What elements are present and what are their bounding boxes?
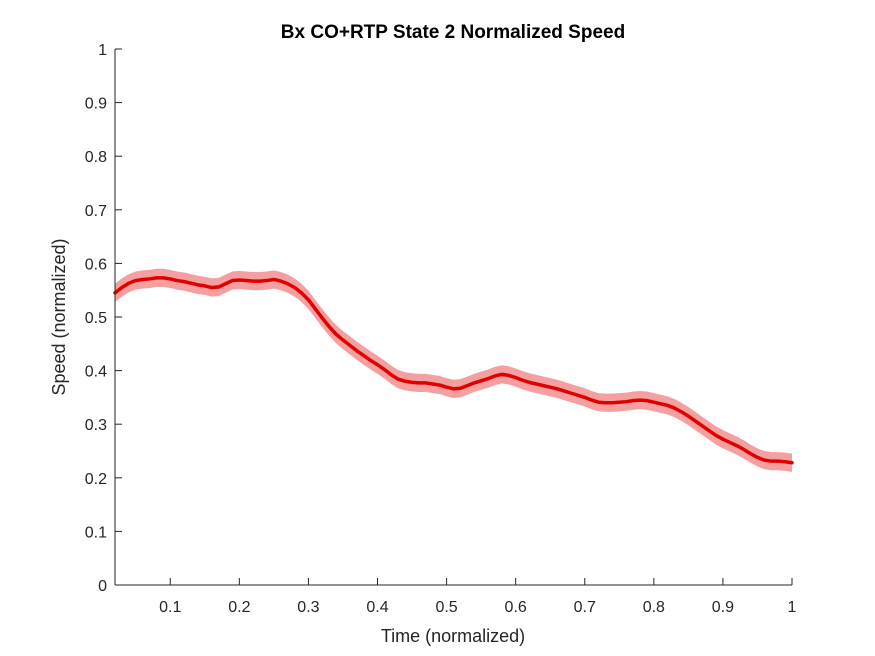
series-line-layer: [113, 276, 794, 465]
plot-area: [115, 49, 792, 585]
speed-line: [113, 276, 794, 465]
x-tick-label: 0.6: [505, 599, 527, 616]
y-tick-label: 1: [98, 42, 107, 59]
confidence-band-layer: [115, 268, 792, 472]
y-tick-label: 0.1: [85, 524, 107, 541]
y-tick-label: 0.2: [85, 471, 107, 488]
x-tick-label: 0.5: [435, 599, 457, 616]
x-ticks: 0.1 0.2 0.3 0.4 0.5 0.6 0.7 0.8 0.9 1: [159, 578, 797, 616]
x-axis-label: Time (normalized): [381, 626, 525, 646]
x-tick-label: 0.2: [228, 599, 250, 616]
y-tick-label: 0.9: [85, 96, 107, 113]
x-tick-label: 0.4: [366, 599, 388, 616]
x-tick-label: 0.1: [159, 599, 181, 616]
y-tick-label: 0.7: [85, 203, 107, 220]
y-axis-label: Speed (normalized): [49, 238, 69, 395]
y-ticks: 0 0.1 0.2 0.3 0.4 0.5 0.6 0.7 0.8 0.9 1: [85, 42, 122, 595]
y-tick-label: 0.3: [85, 417, 107, 434]
confidence-band: [115, 268, 792, 472]
y-tick-label: 0.6: [85, 256, 107, 273]
y-tick-label: 0: [98, 578, 107, 595]
y-tick-label: 0.8: [85, 149, 107, 166]
x-tick-label: 0.8: [643, 599, 665, 616]
chart-title: Bx CO+RTP State 2 Normalized Speed: [281, 22, 625, 43]
x-tick-label: 0.3: [297, 599, 319, 616]
x-tick-label: 0.7: [574, 599, 596, 616]
x-tick-label: 0.9: [712, 599, 734, 616]
y-tick-label: 0.4: [85, 364, 107, 381]
y-tick-label: 0.5: [85, 310, 107, 327]
x-tick-label: 1: [788, 599, 797, 616]
